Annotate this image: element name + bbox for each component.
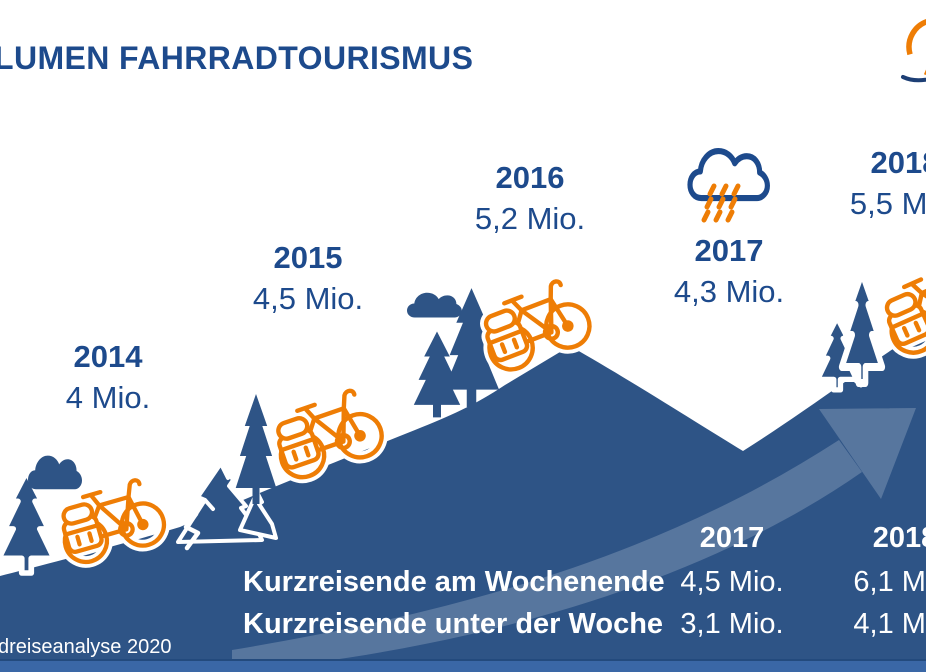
table-row-label: Kurzreisende unter der Woche: [243, 608, 664, 640]
milestone-year: 2017: [694, 233, 764, 268]
table-cell: 3,1 Mio.: [680, 608, 784, 640]
table-cell: 6,1 Mio.: [853, 566, 926, 598]
milestone-year: 2015: [273, 240, 343, 275]
milestone-value: 4,5 Mio.: [252, 281, 364, 316]
milestone-year: 2014: [73, 339, 143, 374]
milestone-2018: 2018 5,5 Mio.: [850, 142, 926, 224]
table-cell: 4,1 Mio.: [853, 608, 926, 640]
milestone-value: 5,2 Mio.: [474, 201, 586, 236]
milestone-value: 4,3 Mio.: [673, 274, 785, 309]
brand-ring-logo: [901, 17, 926, 83]
milestone-year: 2018: [870, 145, 926, 180]
page-title: LUMEN FAHRRADTOURISMUS: [0, 40, 474, 76]
bottom-bar: [0, 661, 926, 672]
milestone-2016: 2016 5,2 Mio.: [475, 157, 585, 239]
mountain-silhouette: [0, 327, 926, 672]
table-col-header-2018: 2018: [872, 522, 926, 554]
milestone-2014: 2014 4 Mio.: [66, 336, 150, 418]
pine-tree-icon: [842, 273, 883, 383]
table-row-label: Kurzreisende am Wochenende: [243, 566, 665, 598]
growth-arrow-icon: [232, 408, 916, 672]
table-cell: 4,5 Mio.: [680, 566, 784, 598]
milestone-value: 4 Mio.: [65, 380, 151, 415]
milestone-2017: 2017 4,3 Mio.: [674, 230, 784, 312]
table-col-header-2017: 2017: [699, 522, 765, 554]
bicycle-icon-2018: [875, 255, 926, 359]
cloud-icon: [407, 292, 462, 318]
milestone-value: 5,5 Mio.: [849, 186, 926, 221]
rain-cloud-icon: [690, 151, 767, 223]
milestone-year: 2016: [495, 160, 565, 195]
pine-tree-icon: [235, 394, 277, 504]
source-note: dreiseanalyse 2020: [0, 636, 172, 658]
cloud-icon: [28, 455, 82, 490]
bottom-divider: [0, 659, 926, 661]
milestone-2015: 2015 4,5 Mio.: [253, 237, 363, 319]
